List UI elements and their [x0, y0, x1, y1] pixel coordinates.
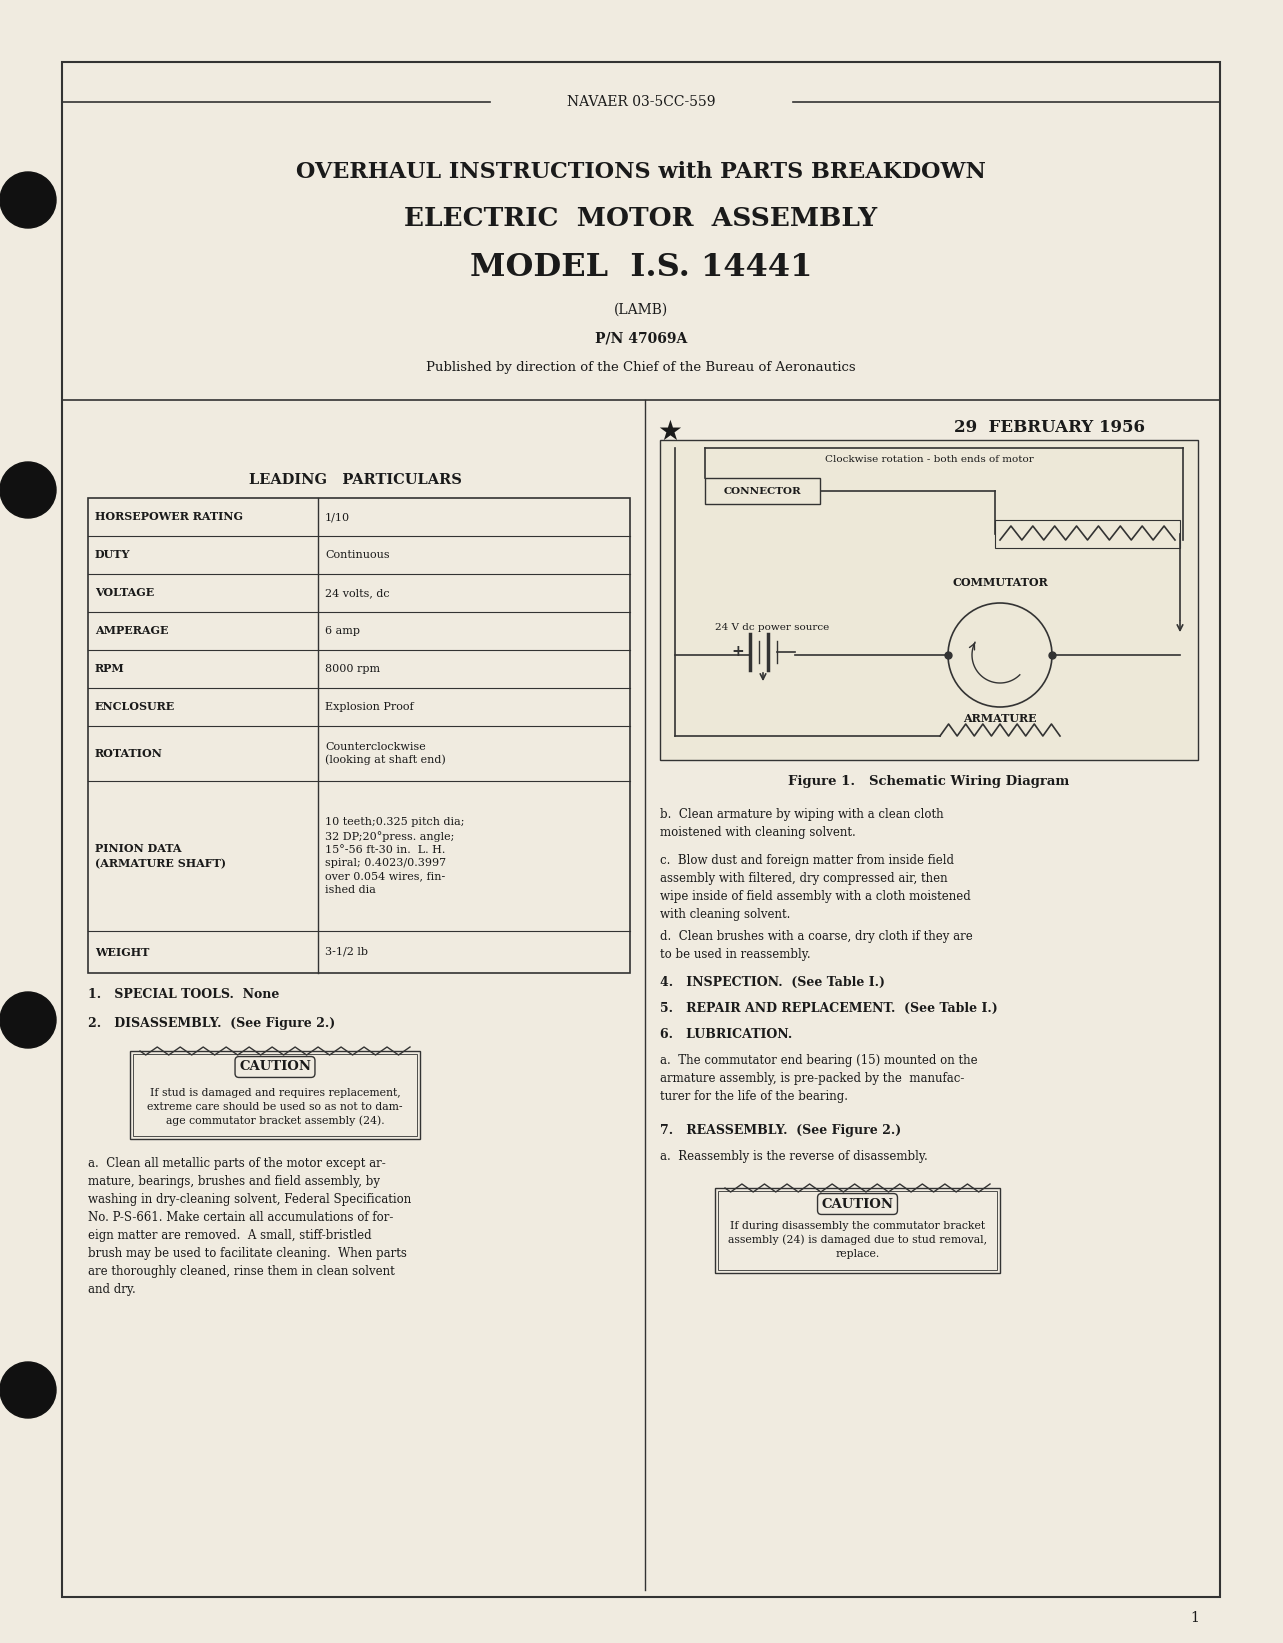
Text: 8000 rpm: 8000 rpm — [325, 664, 380, 674]
Text: RPM: RPM — [95, 664, 124, 675]
Text: 2.   DISASSEMBLY.  (See Figure 2.): 2. DISASSEMBLY. (See Figure 2.) — [89, 1017, 335, 1030]
Text: 6 amp: 6 amp — [325, 626, 361, 636]
Text: OVERHAUL INSTRUCTIONS with PARTS BREAKDOWN: OVERHAUL INSTRUCTIONS with PARTS BREAKDO… — [296, 161, 985, 182]
Text: 24 volts, dc: 24 volts, dc — [325, 588, 390, 598]
Text: c.  Blow dust and foreign matter from inside field
assembly with filtered, dry c: c. Blow dust and foreign matter from ins… — [659, 854, 971, 922]
Circle shape — [0, 173, 56, 228]
Text: a.  The commutator end bearing (15) mounted on the
armature assembly, is pre-pac: a. The commutator end bearing (15) mount… — [659, 1055, 978, 1102]
Text: Figure 1.   Schematic Wiring Diagram: Figure 1. Schematic Wiring Diagram — [788, 775, 1070, 789]
Text: PINION DATA
(ARMATURE SHAFT): PINION DATA (ARMATURE SHAFT) — [95, 843, 226, 869]
Text: MODEL  I.S. 14441: MODEL I.S. 14441 — [470, 253, 812, 284]
Text: 1: 1 — [1191, 1612, 1200, 1625]
Text: a.  Reassembly is the reverse of disassembly.: a. Reassembly is the reverse of disassem… — [659, 1150, 928, 1163]
Text: CAUTION: CAUTION — [239, 1060, 310, 1073]
Bar — [704, 478, 820, 504]
Text: 29  FEBRUARY 1956: 29 FEBRUARY 1956 — [955, 419, 1146, 437]
Text: CONNECTOR: CONNECTOR — [724, 486, 802, 496]
Text: (LAMB): (LAMB) — [613, 302, 668, 317]
Bar — [659, 440, 1198, 761]
Bar — [133, 1055, 417, 1135]
Bar — [718, 1191, 997, 1270]
Text: 1/10: 1/10 — [325, 513, 350, 522]
Text: If during disassembly the commutator bracket
assembly (24) is damaged due to stu: If during disassembly the commutator bra… — [727, 1221, 987, 1260]
Text: ELECTRIC  MOTOR  ASSEMBLY: ELECTRIC MOTOR ASSEMBLY — [404, 205, 878, 230]
Text: b.  Clean armature by wiping with a clean cloth
moistened with cleaning solvent.: b. Clean armature by wiping with a clean… — [659, 808, 943, 840]
Text: HORSEPOWER RATING: HORSEPOWER RATING — [95, 511, 242, 522]
Circle shape — [0, 992, 56, 1048]
Bar — [715, 1188, 999, 1273]
Text: 5.   REPAIR AND REPLACEMENT.  (See Table I.): 5. REPAIR AND REPLACEMENT. (See Table I.… — [659, 1002, 998, 1015]
Text: COMMUTATOR: COMMUTATOR — [952, 577, 1048, 588]
Text: 3-1/2 lb: 3-1/2 lb — [325, 946, 368, 956]
Text: 7.   REASSEMBLY.  (See Figure 2.): 7. REASSEMBLY. (See Figure 2.) — [659, 1124, 901, 1137]
Text: ROTATION: ROTATION — [95, 748, 163, 759]
Circle shape — [0, 1362, 56, 1418]
Text: Clockwise rotation - both ends of motor: Clockwise rotation - both ends of motor — [825, 455, 1033, 465]
Text: Counterclockwise
(looking at shaft end): Counterclockwise (looking at shaft end) — [325, 741, 445, 766]
Bar — [89, 498, 630, 973]
Text: Explosion Proof: Explosion Proof — [325, 702, 413, 711]
Text: DUTY: DUTY — [95, 549, 131, 560]
Text: CAUTION: CAUTION — [821, 1198, 893, 1211]
Text: ★: ★ — [658, 417, 683, 445]
Text: WEIGHT: WEIGHT — [95, 946, 149, 958]
Text: 6.   LUBRICATION.: 6. LUBRICATION. — [659, 1029, 792, 1042]
Text: a.  Clean all metallic parts of the motor except ar-
mature, bearings, brushes a: a. Clean all metallic parts of the motor… — [89, 1157, 412, 1296]
Text: ENCLOSURE: ENCLOSURE — [95, 702, 176, 713]
Text: 10 teeth;0.325 pitch dia;
32 DP;20°press. angle;
15°-56 ft-30 in.  L. H.
spiral;: 10 teeth;0.325 pitch dia; 32 DP;20°press… — [325, 817, 464, 894]
Text: ARMATURE: ARMATURE — [964, 713, 1037, 723]
Text: +: + — [731, 644, 744, 659]
Bar — [996, 519, 1180, 549]
Bar — [130, 1052, 420, 1139]
Text: AMPERAGE: AMPERAGE — [95, 626, 168, 636]
Text: Continuous: Continuous — [325, 550, 390, 560]
Text: LEADING   PARTICULARS: LEADING PARTICULARS — [249, 473, 462, 486]
Text: 1.   SPECIAL TOOLS.  None: 1. SPECIAL TOOLS. None — [89, 989, 280, 1002]
Text: If stud is damaged and requires replacement,
extreme care should be used so as n: If stud is damaged and requires replacem… — [148, 1088, 403, 1127]
Text: NAVAER 03-5CC-559: NAVAER 03-5CC-559 — [567, 95, 715, 108]
Text: Published by direction of the Chief of the Bureau of Aeronautics: Published by direction of the Chief of t… — [426, 361, 856, 375]
Text: P/N 47069A: P/N 47069A — [595, 330, 688, 345]
Text: VOLTAGE: VOLTAGE — [95, 588, 154, 598]
Circle shape — [0, 462, 56, 518]
Text: d.  Clean brushes with a coarse, dry cloth if they are
to be used in reassembly.: d. Clean brushes with a coarse, dry clot… — [659, 930, 973, 961]
Text: 24 V dc power source: 24 V dc power source — [715, 623, 829, 633]
Text: 4.   INSPECTION.  (See Table I.): 4. INSPECTION. (See Table I.) — [659, 976, 885, 989]
